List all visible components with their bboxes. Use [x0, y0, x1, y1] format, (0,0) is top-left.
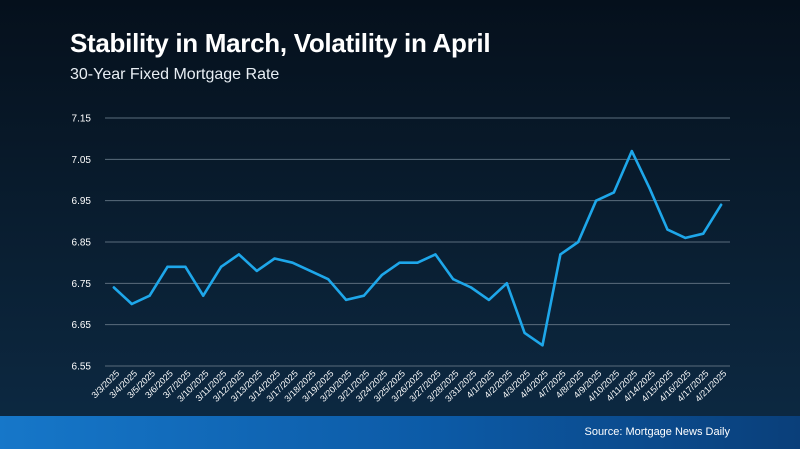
data-point: [398, 261, 401, 264]
y-tick-label: 6.65: [72, 320, 92, 331]
x-axis: 3/3/20253/4/20253/5/20253/6/20253/7/2025…: [89, 368, 728, 403]
line-chart: 7.15 7.05 6.95 6.85 6.75 6.65 6.55 3/3/20253/4…: [72, 114, 730, 403]
data-point: [219, 265, 223, 268]
data-point: [452, 278, 455, 281]
data-point: [684, 236, 687, 240]
data-point: [702, 232, 705, 235]
data-point: [327, 278, 330, 281]
data-point: [166, 265, 169, 268]
data-point: [666, 228, 669, 231]
y-tick-label: 7.05: [72, 155, 92, 166]
series-layer: [112, 149, 723, 347]
data-point: [202, 294, 205, 297]
series-line: [112, 149, 723, 347]
footer-bar: Source: Mortgage News Daily: [0, 416, 800, 449]
data-point: [559, 253, 562, 256]
y-axis: 7.15 7.05 6.95 6.85 6.75 6.65 6.55: [72, 114, 92, 373]
data-point: [148, 294, 151, 297]
data-point: [362, 294, 366, 297]
data-point: [594, 199, 598, 202]
data-point: [505, 282, 508, 285]
data-point: [273, 257, 276, 260]
data-point: [309, 269, 312, 273]
data-point: [630, 149, 633, 153]
data-point: [434, 253, 437, 256]
data-point: [291, 261, 294, 264]
data-point: [648, 187, 651, 190]
source-note: Source: Mortgage News Daily: [584, 426, 730, 438]
data-point: [541, 344, 544, 347]
y-tick-label: 6.95: [72, 196, 92, 207]
data-point: [416, 261, 419, 264]
data-point: [255, 269, 258, 273]
y-tick-label: 6.75: [72, 279, 92, 290]
data-point: [523, 331, 526, 335]
data-point: [719, 203, 723, 206]
data-point: [344, 298, 348, 302]
data-point: [577, 240, 580, 244]
y-tick-label: 6.55: [72, 362, 92, 373]
data-point: [112, 286, 116, 289]
data-point: [469, 286, 473, 289]
data-point: [487, 298, 491, 302]
data-point: [380, 273, 383, 277]
gridlines: [105, 117, 730, 367]
chart-subtitle: 30-Year Fixed Mortgage Rate: [70, 66, 280, 83]
data-point: [237, 253, 241, 256]
data-point: [612, 191, 616, 194]
data-point: [130, 302, 133, 306]
y-tick-label: 7.15: [72, 114, 92, 125]
y-tick-label: 6.85: [72, 238, 92, 249]
data-point: [184, 265, 187, 268]
chart-title: Stability in March, Volatility in April: [70, 28, 491, 58]
